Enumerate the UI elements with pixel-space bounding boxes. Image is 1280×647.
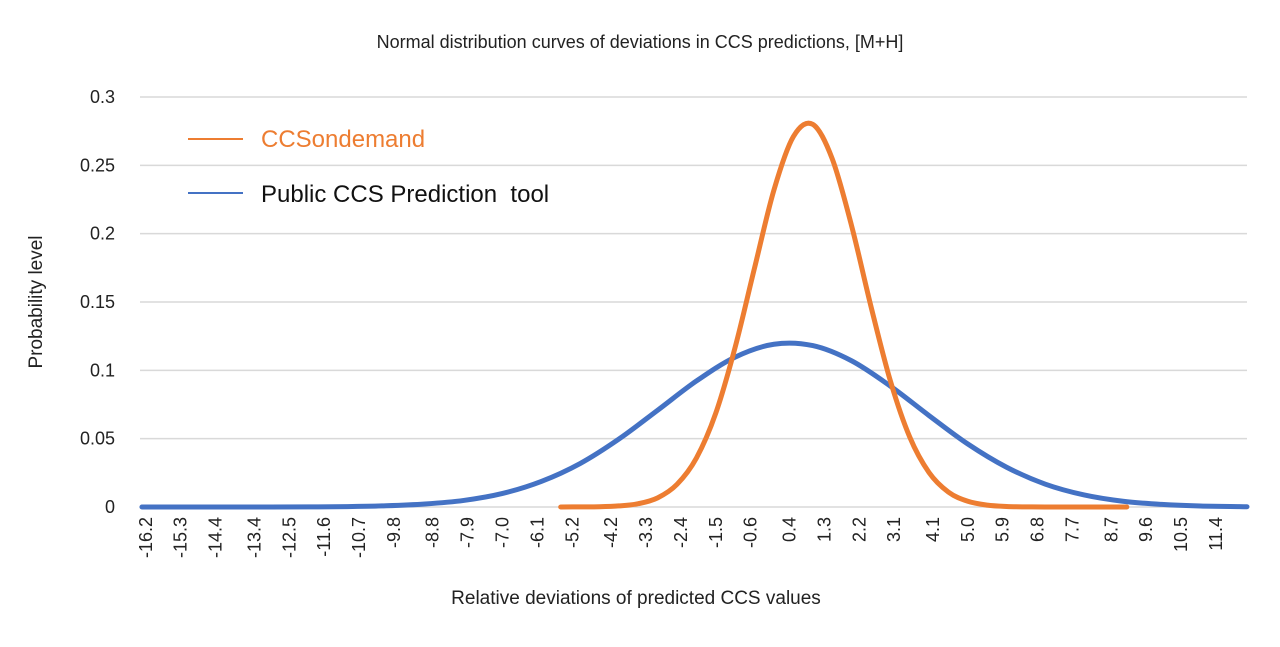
y-axis-label: Probability level	[26, 235, 47, 368]
x-tick-label: 1.3	[814, 517, 834, 542]
x-tick-label: -0.6	[741, 517, 761, 548]
x-tick-label: 0.4	[779, 517, 799, 542]
x-tick-label: 5.9	[993, 517, 1013, 542]
x-tick-label: -15.3	[171, 517, 191, 558]
x-tick-label: -13.4	[244, 517, 264, 558]
y-tick-label: 0.25	[80, 155, 115, 175]
x-tick-label: 3.1	[884, 517, 904, 542]
x-tick-label: 7.7	[1063, 517, 1083, 542]
x-tick-label: 5.0	[958, 517, 978, 542]
x-tick-label: -7.0	[493, 517, 513, 548]
x-axis-label: Relative deviations of predicted CCS val…	[451, 588, 821, 609]
x-tick-label: 9.6	[1136, 517, 1156, 542]
y-tick-label: 0.3	[90, 87, 115, 107]
x-tick-label: -6.1	[527, 517, 547, 548]
x-tick-label: 4.1	[923, 517, 943, 542]
x-tick-label: -2.4	[671, 517, 691, 548]
x-tick-label: -7.9	[458, 517, 478, 548]
legend-label-ccsondemand: CCSondemand	[261, 126, 425, 153]
y-tick-label: 0.05	[80, 429, 115, 449]
y-tick-label: 0.2	[90, 224, 115, 244]
x-tick-label: -9.8	[384, 517, 404, 548]
x-axis-ticks: -16.2 -15.3 -14.4 -13.4 -12.5 -11.6 -10.7 -9.8-…	[136, 517, 1226, 558]
x-tick-label: 6.8	[1028, 517, 1048, 542]
x-tick-label: -4.2	[601, 517, 621, 548]
x-tick-label: 11.4	[1206, 517, 1226, 551]
y-tick-label: 0	[105, 497, 115, 517]
x-tick-label: -8.8	[423, 517, 443, 548]
series-line-public-tool	[139, 340, 1250, 510]
x-tick-label: -10.7	[349, 517, 369, 558]
x-tick-label: -16.2	[136, 517, 156, 558]
x-tick-label: -14.4	[206, 517, 226, 558]
y-axis-ticks: 0 0.05 0.1 0.15 0.2 0.25 0.3	[80, 87, 115, 517]
x-tick-label: -12.5	[279, 517, 299, 558]
x-tick-label: 8.7	[1101, 517, 1121, 542]
y-tick-label: 0.15	[80, 292, 115, 312]
series-lines	[139, 120, 1250, 510]
gridlines	[140, 96, 1247, 508]
y-tick-label: 0.1	[90, 360, 115, 380]
x-tick-label: -3.3	[636, 517, 656, 548]
legend: CCSondemand Public CCS Prediction tool	[188, 126, 549, 208]
series-line-ccsondemand	[558, 120, 1130, 510]
x-tick-label: 10.5	[1171, 517, 1191, 552]
x-tick-label: -1.5	[706, 517, 726, 548]
x-tick-label: -5.2	[562, 517, 582, 548]
legend-label-public-tool: Public CCS Prediction tool	[261, 181, 549, 208]
x-tick-label: 2.2	[849, 517, 869, 542]
chart-title: Normal distribution curves of deviations…	[377, 32, 904, 52]
x-tick-label: -11.6	[314, 517, 334, 557]
